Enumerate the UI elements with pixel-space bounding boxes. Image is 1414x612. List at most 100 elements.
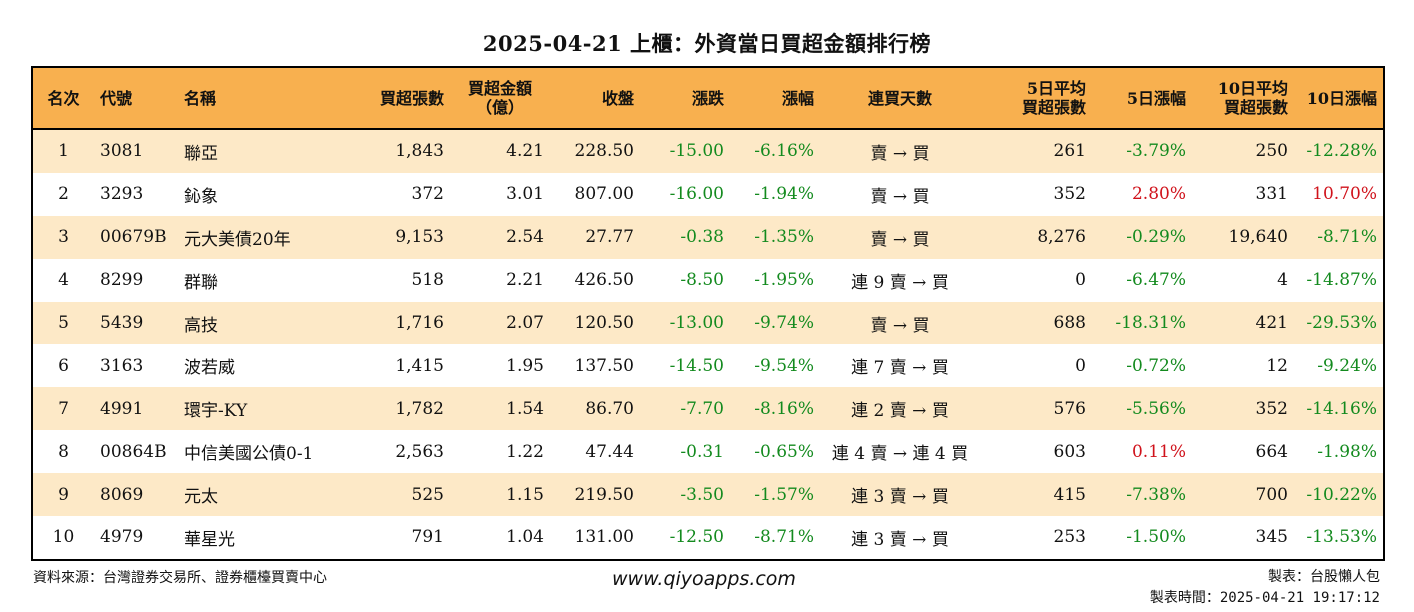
rank-cell: 1 — [32, 129, 94, 173]
change-cell: -12.50 — [640, 516, 730, 560]
table-row: 7 4991 環宇-KY 1,782 1.54 86.70 -7.70 -8.16% 連 2 賣… — [32, 387, 1384, 431]
code-cell: 3293 — [94, 172, 178, 216]
change-pct-cell: -1.35% — [730, 215, 820, 259]
header-avg5-lots: 5日平均 買超張數 — [980, 67, 1092, 130]
change-pct-cell: -6.16% — [730, 129, 820, 173]
header-code: 代號 — [94, 67, 178, 130]
buy-days-cell: 連 2 賣 → 買 — [820, 387, 980, 431]
change-pct-cell: -0.65% — [730, 430, 820, 474]
net-buy-amount-cell: 2.54 — [450, 215, 550, 259]
table-row: 4 8299 群聯 518 2.21 426.50 -8.50 -1.95% 連 9 賣 → 買… — [32, 258, 1384, 302]
change-cell: -8.50 — [640, 258, 730, 302]
header-name: 名稱 — [178, 67, 338, 130]
buy-days-cell: 連 3 賣 → 買 — [820, 516, 980, 560]
pct5-cell: -1.50% — [1092, 516, 1192, 560]
change-cell: -3.50 — [640, 473, 730, 517]
rank-cell: 4 — [32, 258, 94, 302]
rank-cell: 3 — [32, 215, 94, 259]
pct5-cell: -0.29% — [1092, 215, 1192, 259]
change-pct-cell: -9.54% — [730, 344, 820, 388]
buy-days-cell: 連 3 賣 → 買 — [820, 473, 980, 517]
rank-cell: 6 — [32, 344, 94, 388]
name-cell: 元大美債20年 — [178, 215, 338, 259]
avg5-lots-cell: 0 — [980, 344, 1092, 388]
net-buy-amount-cell: 2.21 — [450, 258, 550, 302]
close-cell: 807.00 — [550, 172, 640, 216]
code-cell: 8069 — [94, 473, 178, 517]
made-time: 製表時間：2025-04-21 19:17:12 — [1149, 590, 1380, 606]
name-cell: 聯亞 — [178, 129, 338, 173]
code-cell: 8299 — [94, 258, 178, 302]
table-row: 3 00679B 元大美債20年 9,153 2.54 27.77 -0.38 -1.35% 賣… — [32, 215, 1384, 259]
pct5-cell: -7.38% — [1092, 473, 1192, 517]
header-rank: 名次 — [32, 67, 94, 130]
table-row: 8 00864B 中信美國公債0-1 2,563 1.22 47.44 -0.31 -0.65… — [32, 430, 1384, 474]
header-change-pct: 漲幅 — [730, 67, 820, 130]
header-buy-days: 連買天數 — [820, 67, 980, 130]
name-cell: 元太 — [178, 473, 338, 517]
net-buy-lots-cell: 1,843 — [338, 129, 450, 173]
avg5-lots-cell: 8,276 — [980, 215, 1092, 259]
buy-days-cell: 連 9 賣 → 買 — [820, 258, 980, 302]
pct10-cell: -9.24% — [1294, 344, 1384, 388]
avg5-lots-cell: 261 — [980, 129, 1092, 173]
net-buy-lots-cell: 372 — [338, 172, 450, 216]
website-link[interactable]: www.qiyoapps.com — [612, 568, 796, 590]
avg10-lots-cell: 421 — [1192, 301, 1294, 345]
table-row: 6 3163 波若威 1,415 1.95 137.50 -14.50 -9.54% 連 7 賣… — [32, 344, 1384, 388]
close-cell: 27.77 — [550, 215, 640, 259]
avg10-lots-cell: 250 — [1192, 129, 1294, 173]
close-cell: 131.00 — [550, 516, 640, 560]
name-cell: 群聯 — [178, 258, 338, 302]
code-cell: 4991 — [94, 387, 178, 431]
change-cell: -16.00 — [640, 172, 730, 216]
code-cell: 5439 — [94, 301, 178, 345]
name-cell: 環宇-KY — [178, 387, 338, 431]
net-buy-amount-cell: 1.15 — [450, 473, 550, 517]
pct10-cell: -29.53% — [1294, 301, 1384, 345]
close-cell: 47.44 — [550, 430, 640, 474]
change-cell: -7.70 — [640, 387, 730, 431]
avg5-lots-cell: 0 — [980, 258, 1092, 302]
code-cell: 3081 — [94, 129, 178, 173]
avg10-lots-cell: 352 — [1192, 387, 1294, 431]
data-source: 資料來源：台灣證券交易所、證券櫃檯買賣中心 — [33, 570, 327, 586]
rank-cell: 8 — [32, 430, 94, 474]
close-cell: 228.50 — [550, 129, 640, 173]
rank-cell: 5 — [32, 301, 94, 345]
pct10-cell: -8.71% — [1294, 215, 1384, 259]
name-cell: 華星光 — [178, 516, 338, 560]
net-buy-lots-cell: 9,153 — [338, 215, 450, 259]
name-cell: 波若威 — [178, 344, 338, 388]
change-cell: -15.00 — [640, 129, 730, 173]
pct5-cell: -18.31% — [1092, 301, 1192, 345]
buy-days-cell: 賣 → 買 — [820, 129, 980, 173]
name-cell: 鈊象 — [178, 172, 338, 216]
pct5-cell: 2.80% — [1092, 172, 1192, 216]
net-buy-lots-cell: 525 — [338, 473, 450, 517]
close-cell: 86.70 — [550, 387, 640, 431]
pct10-cell: -1.98% — [1294, 430, 1384, 474]
avg10-lots-cell: 19,640 — [1192, 215, 1294, 259]
avg10-lots-cell: 664 — [1192, 430, 1294, 474]
table-row: 2 3293 鈊象 372 3.01 807.00 -16.00 -1.94% 賣 → 買 352… — [32, 172, 1384, 216]
net-buy-amount-cell: 3.01 — [450, 172, 550, 216]
net-buy-lots-cell: 518 — [338, 258, 450, 302]
net-buy-lots-cell: 1,415 — [338, 344, 450, 388]
change-cell: -13.00 — [640, 301, 730, 345]
pct10-cell: -14.87% — [1294, 258, 1384, 302]
avg10-lots-cell: 331 — [1192, 172, 1294, 216]
close-cell: 137.50 — [550, 344, 640, 388]
avg5-lots-cell: 576 — [980, 387, 1092, 431]
net-buy-lots-cell: 1,716 — [338, 301, 450, 345]
pct5-cell: -6.47% — [1092, 258, 1192, 302]
change-cell: -0.31 — [640, 430, 730, 474]
net-buy-lots-cell: 2,563 — [338, 430, 450, 474]
avg10-lots-cell: 12 — [1192, 344, 1294, 388]
change-pct-cell: -8.71% — [730, 516, 820, 560]
pct5-cell: -3.79% — [1092, 129, 1192, 173]
rank-cell: 2 — [32, 172, 94, 216]
